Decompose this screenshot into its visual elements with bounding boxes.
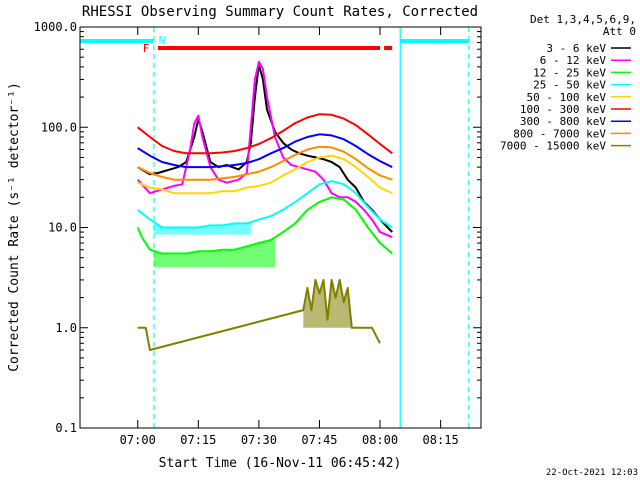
legend-label-25-50-kev: 25 - 50 keV [533, 79, 606, 92]
legend-label-300-800-kev: 300 - 800 keV [520, 115, 606, 128]
fill-region-12-25-kev [153, 237, 275, 268]
series-line-100-300-kev [137, 113, 393, 155]
y-axis-label: Corrected Count Rate (s⁻¹ detector⁻¹) [7, 82, 22, 372]
legend-header-attenuator: Att 0 [603, 25, 636, 38]
x-tick-label: 07:45 [301, 433, 337, 447]
series-line-50-100-kev [137, 154, 393, 195]
x-tick-label: 07:00 [120, 433, 156, 447]
fill-region-7000-15000-kev [303, 279, 352, 328]
legend-header-detectors: Det 1,3,4,5,6,9, [530, 13, 636, 26]
legend-label-100-300-kev: 100 - 300 keV [520, 103, 606, 116]
series-line-800-7000-kev [137, 145, 393, 181]
legend-label-3-6-kev: 3 - 6 keV [546, 42, 606, 55]
y-tick-label: 100.0 [41, 120, 77, 134]
chart-title: RHESSI Observing Summary Count Rates, Co… [82, 4, 478, 20]
y-tick-label: 10.0 [48, 221, 77, 235]
flare-marker-label: F [143, 42, 150, 55]
x-tick-label: 07:15 [180, 433, 216, 447]
timestamp: 22-Oct-2021 12:03 [546, 468, 638, 478]
legend-label-50-100-kev: 50 - 100 keV [527, 91, 607, 104]
series-line-7000-15000-kev [137, 278, 381, 351]
y-tick-label: 1000.0 [34, 20, 77, 34]
legend-label-7000-15000-kev: 7000 - 15000 keV [500, 140, 606, 153]
x-tick-label: 08:00 [362, 433, 398, 447]
series-line-25-50-kev [137, 180, 393, 229]
series-line-300-800-kev [137, 133, 393, 169]
plot-frame [79, 26, 482, 429]
series-line-6-12-kev [136, 60, 393, 239]
legend-label-6-12-kev: 6 - 12 keV [540, 54, 607, 67]
legend-label-12-25-kev: 12 - 25 keV [533, 66, 606, 79]
x-axis-label: Start Time (16-Nov-11 06:45:42) [159, 456, 402, 471]
y-tick-label: 1.0 [55, 321, 77, 335]
x-tick-label: 08:15 [423, 433, 459, 447]
x-tick-label: 07:30 [241, 433, 277, 447]
night-marker-label: N [159, 34, 166, 47]
y-tick-label: 0.1 [55, 421, 77, 435]
series-line-12-25-kev [136, 196, 393, 255]
legend-label-800-7000-kev: 800 - 7000 keV [513, 127, 606, 140]
